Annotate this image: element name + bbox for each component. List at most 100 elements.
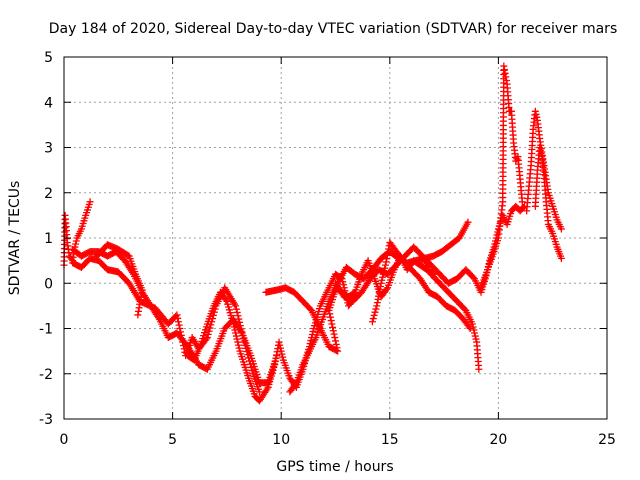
data-point <box>276 341 284 349</box>
data-point <box>330 330 338 338</box>
data-point <box>222 296 230 304</box>
data-point <box>464 218 472 226</box>
data-point <box>326 313 334 321</box>
x-axis-title: GPS time / hours <box>276 459 393 475</box>
data-point <box>173 311 181 319</box>
y-tick-label: 2 <box>44 186 53 202</box>
y-tick-label: -2 <box>39 367 53 383</box>
data-point <box>174 314 182 322</box>
data-point <box>275 338 283 346</box>
data-point <box>370 311 378 319</box>
data-point <box>175 321 183 329</box>
data-point <box>518 198 526 206</box>
data-point <box>309 328 317 336</box>
data-point <box>471 329 479 337</box>
y-tick-label: 4 <box>44 95 53 111</box>
data-point <box>233 335 241 343</box>
data-point <box>378 276 386 284</box>
data-point <box>371 308 379 316</box>
data-point <box>205 327 213 335</box>
y-tick-label: 0 <box>44 276 53 292</box>
y-tick-label: 1 <box>44 231 53 247</box>
data-point <box>368 318 376 326</box>
data-point <box>291 380 299 388</box>
data-point <box>235 344 243 352</box>
y-tick-label: -3 <box>39 412 53 428</box>
data-point <box>247 363 255 371</box>
data-point <box>229 320 237 328</box>
grid-lines <box>64 57 607 419</box>
x-tick-label: 10 <box>272 432 290 448</box>
data-point <box>276 344 284 352</box>
data-point <box>519 203 527 211</box>
data-point <box>377 279 385 287</box>
axis-ticks <box>63 56 608 420</box>
data-point <box>466 325 474 332</box>
data-point <box>380 267 388 275</box>
data-point <box>72 237 80 245</box>
data-point <box>500 66 508 74</box>
data-point <box>500 62 508 70</box>
data-points <box>60 62 565 405</box>
y-tick-label: 3 <box>44 141 53 157</box>
data-point <box>372 305 380 313</box>
y-tick-label: -1 <box>39 322 53 338</box>
tick-labels: 0 5 10 15 20 25 -3 -2 -1 0 1 2 3 4 5 <box>39 50 616 448</box>
x-tick-label: 15 <box>381 432 399 448</box>
data-point <box>333 344 341 352</box>
data-point <box>475 365 483 373</box>
y-axis-title: SDTVAR / TECUs <box>7 181 23 296</box>
data-point <box>278 350 286 358</box>
data-point <box>469 273 477 281</box>
data-point <box>465 323 473 331</box>
data-point <box>233 308 241 316</box>
data-point <box>232 332 240 340</box>
data-point <box>329 327 337 335</box>
x-tick-label: 20 <box>489 432 507 448</box>
data-point <box>231 326 239 334</box>
data-point <box>502 73 510 81</box>
data-point <box>86 198 94 206</box>
data-point <box>232 305 240 313</box>
data-point <box>329 323 337 331</box>
data-point <box>328 320 336 328</box>
data-point <box>279 353 287 361</box>
data-point <box>174 318 182 326</box>
data-point <box>331 334 339 342</box>
data-point <box>501 69 509 77</box>
data-point <box>461 305 469 313</box>
data-point <box>536 144 544 151</box>
data-point <box>381 264 389 272</box>
data-point <box>306 305 314 313</box>
data-point <box>230 323 238 331</box>
data-point <box>234 312 242 320</box>
data-point <box>134 311 142 319</box>
data-point <box>533 113 541 121</box>
data-point <box>232 302 240 310</box>
data-point <box>470 326 478 334</box>
data-point <box>204 330 212 338</box>
data-point <box>531 107 539 115</box>
data-point <box>327 317 335 325</box>
data-point <box>379 273 387 281</box>
data-point <box>203 334 211 342</box>
data-point <box>532 110 540 118</box>
data-point <box>234 341 242 349</box>
data-point <box>248 367 256 375</box>
data-point <box>334 347 342 355</box>
data-point <box>332 340 340 348</box>
data-point <box>176 325 184 332</box>
data-point <box>383 285 391 293</box>
chart-title: Day 184 of 2020, Sidereal Day-to-day VTE… <box>49 21 617 37</box>
data-point <box>536 147 544 155</box>
data-point <box>472 335 480 343</box>
data-point <box>369 315 377 323</box>
y-tick-label: 5 <box>44 50 53 66</box>
x-tick-label: 25 <box>598 432 616 448</box>
data-point <box>379 270 387 278</box>
data-point <box>232 329 240 337</box>
data-point <box>502 77 510 85</box>
data-point <box>277 347 285 355</box>
data-point <box>557 225 565 233</box>
